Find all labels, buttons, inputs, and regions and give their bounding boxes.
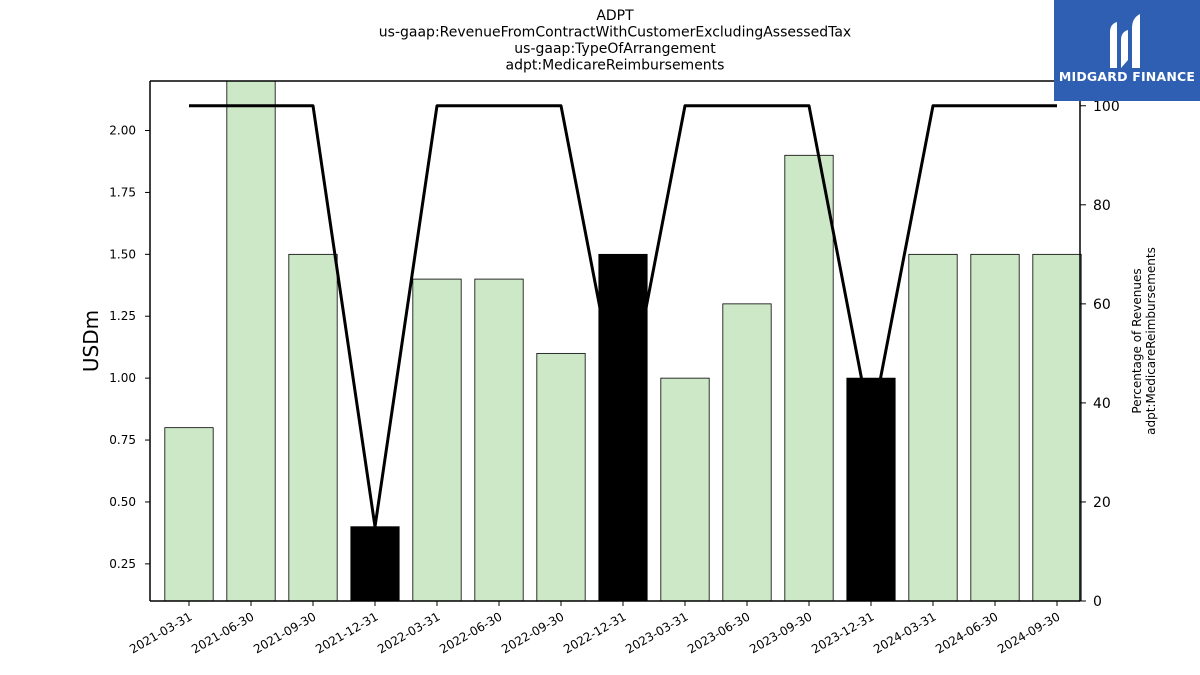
x-tick-label: 2021-06-30 — [189, 609, 256, 656]
right-axis-ticks: 0 20 40 60 80 100 — [1080, 99, 1120, 610]
x-tick-label: 2021-09-30 — [251, 609, 318, 656]
chart-title-line: us-gaap:RevenueFromContractWithCustomerE… — [379, 25, 851, 41]
chart-title: ADPTus-gaap:RevenueFromContractWithCusto… — [379, 8, 851, 74]
percentage-line-series — [189, 104, 1057, 529]
bar — [350, 526, 400, 602]
bar — [970, 253, 1020, 602]
left-tick-label: 0.25 — [109, 557, 136, 571]
x-tick-label: 2022-06-30 — [437, 609, 504, 656]
x-tick-label: 2022-03-31 — [375, 609, 442, 656]
chart-title-line: ADPT — [596, 8, 634, 24]
right-tick-label: 80 — [1093, 198, 1111, 214]
y-axis-label: USDm — [79, 310, 103, 372]
bar — [722, 303, 772, 602]
x-tick-label: 2023-12-31 — [809, 609, 876, 656]
bar — [536, 352, 586, 602]
left-tick-label: 1.25 — [109, 309, 136, 323]
right-tick-label: 0 — [1093, 594, 1102, 610]
bar — [474, 278, 524, 602]
logo-mark-icon — [1110, 14, 1140, 68]
bar — [164, 427, 214, 602]
y2-axis-label: Percentage of Revenuesadpt:MedicareReimb… — [1130, 247, 1158, 435]
x-tick-label: 2022-12-31 — [561, 609, 628, 656]
y2-axis-label-line: Percentage of Revenues — [1130, 268, 1144, 413]
x-tick-label: 2023-03-31 — [623, 609, 690, 656]
x-tick-label: 2024-06-30 — [933, 609, 1000, 656]
x-tick-label: 2024-09-30 — [995, 609, 1062, 656]
x-tick-label: 2023-06-30 — [685, 609, 752, 656]
bar — [908, 253, 958, 602]
logo-text: MIDGARD FINANCE — [1058, 69, 1196, 84]
bar — [660, 377, 710, 602]
right-tick-label: 60 — [1093, 297, 1111, 313]
x-tick-label: 2021-12-31 — [313, 609, 380, 656]
x-axis-ticks: 2021-03-312021-06-302021-09-302021-12-31… — [127, 601, 1063, 656]
right-tick-label: 20 — [1093, 495, 1111, 511]
chart-title-line: adpt:MedicareReimbursements — [506, 58, 725, 74]
brand-logo: MIDGARD FINANCE — [1054, 0, 1200, 101]
left-tick-label: 1.00 — [109, 371, 136, 385]
bar — [226, 80, 276, 602]
right-tick-label: 100 — [1093, 99, 1120, 115]
bar-series — [164, 80, 1082, 602]
left-tick-label: 0.75 — [109, 433, 136, 447]
x-tick-label: 2022-09-30 — [499, 609, 566, 656]
axes — [149, 80, 1081, 602]
y2-axis-label-line: adpt:MedicareReimbursements — [1144, 247, 1158, 435]
bar — [1032, 253, 1082, 602]
x-tick-label: 2021-03-31 — [127, 609, 194, 656]
x-tick-label: 2023-09-30 — [747, 609, 814, 656]
bar — [784, 154, 834, 602]
bar — [846, 377, 896, 602]
x-tick-label: 2024-03-31 — [871, 609, 938, 656]
left-tick-label: 1.50 — [109, 247, 136, 261]
left-tick-label: 1.75 — [109, 185, 136, 199]
bar — [412, 278, 462, 602]
left-axis-ticks: 0.25 0.50 0.75 1.00 1.25 1.50 1.75 2.00 — [109, 124, 150, 571]
percentage-line — [189, 104, 1057, 529]
left-tick-label: 2.00 — [109, 124, 136, 138]
left-tick-label: 0.50 — [109, 495, 136, 509]
bar — [288, 253, 338, 602]
right-tick-label: 40 — [1093, 396, 1111, 412]
chart-title-line: us-gaap:TypeOfArrangement — [514, 41, 716, 57]
